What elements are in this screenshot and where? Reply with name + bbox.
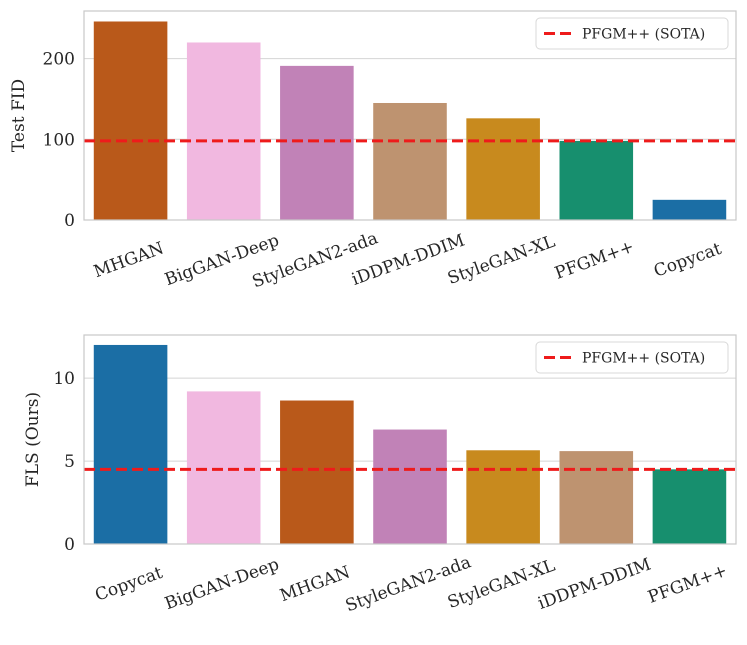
chart-panel-2: 0510CopycatBigGAN-DeepMHGANStyleGAN2-ada…: [23, 334, 737, 616]
bar-stylegan-xl: [466, 118, 540, 220]
bar-stylegan2-ada: [280, 65, 354, 220]
legend-label: PFGM++ (SOTA): [582, 27, 705, 43]
bar-biggan-deep: [186, 391, 261, 544]
x-tick-label: BigGAN-Deep: [162, 554, 282, 614]
bar-pfgm-: [559, 140, 634, 220]
bar-mhgan: [280, 400, 354, 544]
x-tick-label: MHGAN: [91, 238, 167, 282]
x-tick-label: PFGM++: [645, 561, 730, 608]
bar-iddpm-ddim: [559, 451, 634, 544]
x-tick-label: Copycat: [651, 239, 724, 282]
y-tick-label: 200: [43, 50, 75, 70]
chart-panel-1: 0100200MHGANBigGAN-DeepStyleGAN2-adaiDDP…: [9, 10, 737, 292]
legend: PFGM++ (SOTA): [535, 341, 729, 374]
y-axis-label: FLS (Ours): [23, 392, 43, 487]
y-tick-label: 0: [64, 211, 75, 231]
bar-copycat: [93, 344, 168, 544]
bar-stylegan2-ada: [373, 429, 447, 544]
bar-iddpm-ddim: [373, 102, 447, 220]
bar-pfgm-: [652, 469, 727, 544]
y-tick-label: 100: [43, 130, 75, 150]
legend-label: PFGM++ (SOTA): [582, 351, 705, 367]
legend-box: [535, 17, 729, 50]
legend-box: [535, 341, 729, 374]
x-tick-label: PFGM++: [552, 237, 637, 284]
x-tick-label: Copycat: [92, 563, 165, 606]
y-axis-label: Test FID: [9, 79, 29, 152]
y-tick-label: 10: [53, 369, 75, 389]
y-tick-label: 0: [64, 535, 75, 555]
plot-frame: [83, 10, 737, 221]
bar-biggan-deep: [186, 42, 261, 221]
y-tick-label: 5: [64, 452, 75, 472]
bar-copycat: [652, 199, 727, 220]
legend: PFGM++ (SOTA): [535, 17, 729, 50]
bar-mhgan: [93, 21, 168, 221]
x-tick-label: MHGAN: [277, 562, 353, 606]
plot-frame: [83, 334, 737, 545]
bar-stylegan-xl: [466, 450, 540, 544]
